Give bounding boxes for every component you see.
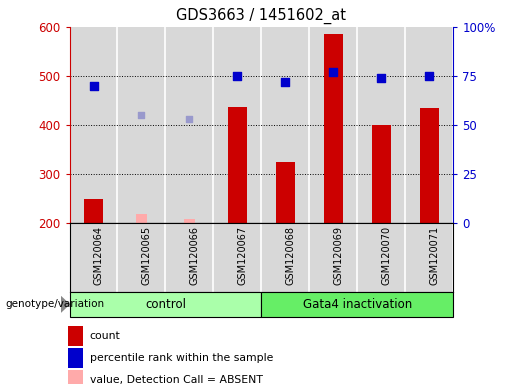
Text: GSM120071: GSM120071 [429, 226, 439, 285]
Point [90, 83, 98, 89]
Point [138, 112, 146, 118]
Bar [70, 292, 261, 317]
Bar [228, 107, 247, 223]
Text: GSM120068: GSM120068 [285, 226, 295, 285]
Text: value, Detection Call = ABSENT: value, Detection Call = ABSENT [90, 375, 263, 384]
Point [425, 73, 433, 79]
Bar [184, 219, 195, 223]
Text: GSM120066: GSM120066 [190, 226, 199, 285]
Bar [84, 199, 103, 223]
Text: count: count [90, 331, 121, 341]
Text: percentile rank within the sample: percentile rank within the sample [90, 353, 273, 363]
Text: control: control [145, 298, 186, 311]
Text: GSM120069: GSM120069 [333, 226, 344, 285]
Text: GSM120067: GSM120067 [237, 226, 247, 285]
Bar [68, 326, 83, 346]
Point [377, 75, 385, 81]
Polygon shape [61, 296, 70, 313]
Point [329, 69, 337, 75]
Bar [136, 214, 147, 223]
Title: GDS3663 / 1451602_at: GDS3663 / 1451602_at [176, 8, 347, 24]
Bar [68, 370, 83, 384]
Bar [276, 162, 295, 223]
Text: GSM120065: GSM120065 [142, 226, 151, 285]
Text: GSM120070: GSM120070 [381, 226, 391, 285]
Point [185, 116, 194, 122]
Bar [420, 108, 439, 223]
Text: Gata4 inactivation: Gata4 inactivation [303, 298, 412, 311]
Bar [261, 292, 453, 317]
Point [233, 73, 242, 79]
Bar [68, 348, 83, 367]
Bar [324, 34, 343, 223]
Point [281, 79, 289, 85]
Bar [372, 125, 391, 223]
Text: genotype/variation: genotype/variation [5, 299, 104, 310]
Text: GSM120064: GSM120064 [94, 226, 104, 285]
